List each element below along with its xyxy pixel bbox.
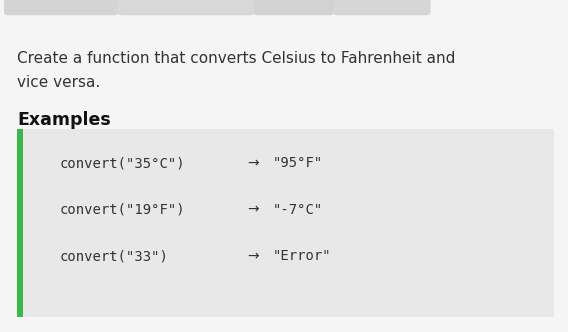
Text: "Error": "Error" <box>273 249 331 263</box>
Text: →: → <box>247 203 258 216</box>
Text: →: → <box>247 249 258 263</box>
Text: Examples: Examples <box>17 111 111 129</box>
Text: →: → <box>247 156 258 170</box>
Text: convert("35°C"): convert("35°C") <box>60 156 185 170</box>
FancyBboxPatch shape <box>333 0 431 15</box>
FancyBboxPatch shape <box>118 0 254 15</box>
Text: convert("19°F"): convert("19°F") <box>60 203 185 216</box>
Text: convert("33"): convert("33") <box>60 249 169 263</box>
FancyBboxPatch shape <box>17 129 23 317</box>
FancyBboxPatch shape <box>17 129 554 317</box>
Text: "95°F": "95°F" <box>273 156 323 170</box>
Text: Create a function that converts Celsius to Fahrenheit and: Create a function that converts Celsius … <box>17 51 456 66</box>
Text: "-7°C": "-7°C" <box>273 203 323 216</box>
FancyBboxPatch shape <box>4 0 118 15</box>
Text: vice versa.: vice versa. <box>17 75 101 90</box>
FancyBboxPatch shape <box>254 0 334 15</box>
